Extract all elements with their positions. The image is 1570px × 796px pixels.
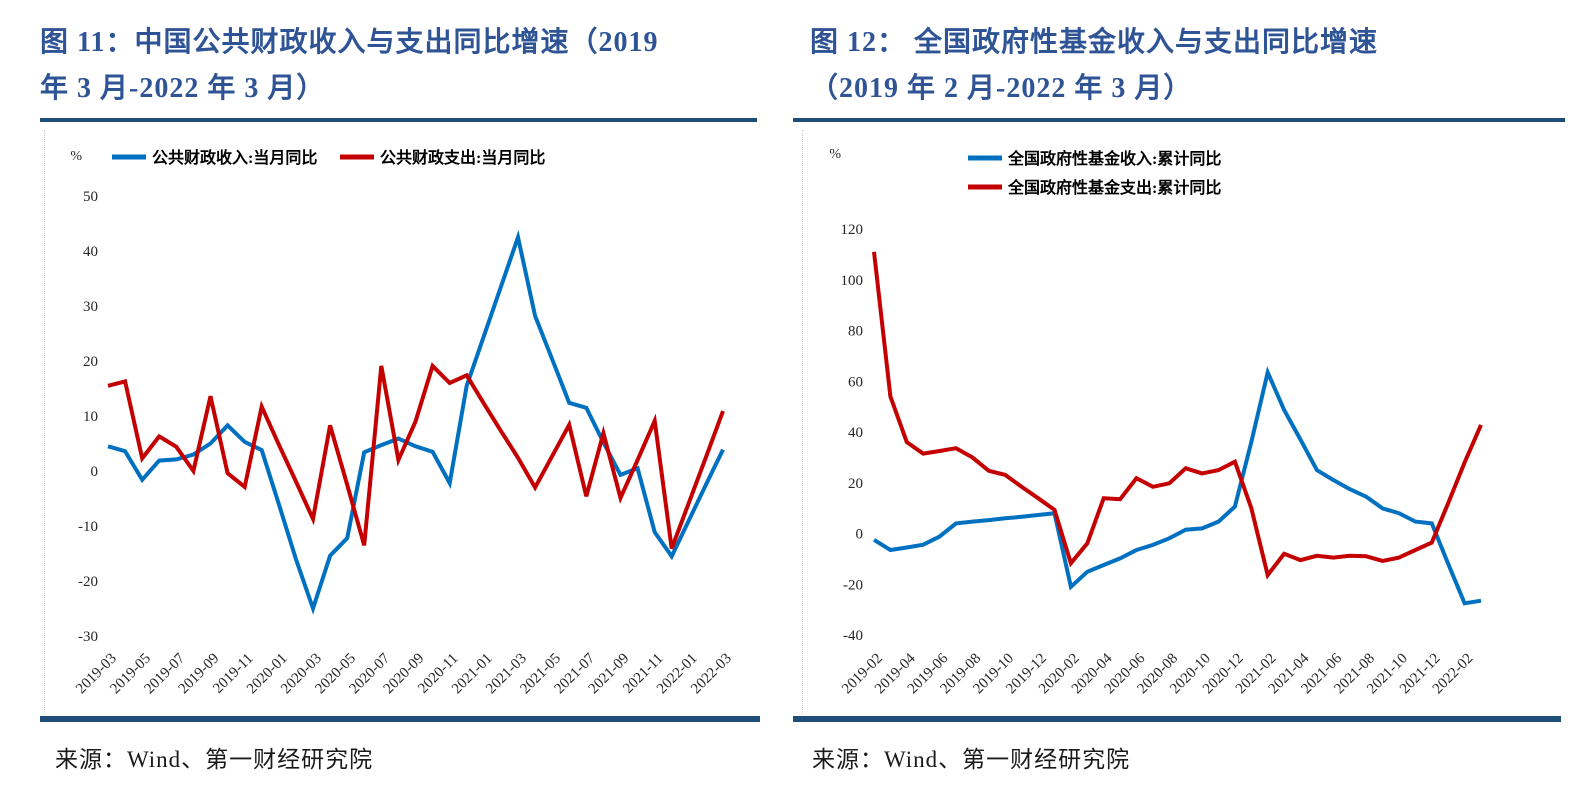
x-tick-label: 2021-03 (483, 651, 530, 698)
x-tick-label: 2019-11 (210, 651, 256, 697)
figure-12-source-note: 来源：Wind、第一财经研究院 (812, 747, 1131, 772)
x-tick-label: 2020-08 (1134, 651, 1181, 698)
figure-11-line-chart: %50403020100-10-20-302019-032019-052019-… (70, 148, 735, 698)
x-tick-label: 2021-02 (1233, 651, 1280, 698)
x-tick-label: 2020-07 (346, 650, 393, 697)
y-tick-label: 30 (83, 299, 98, 315)
x-tick-label: 2021-08 (1331, 651, 1378, 698)
y-tick-label: -20 (78, 574, 98, 590)
figure-11-title: 图 11：中国公共财政收入与支出同比增速（2019 年 3 月-2022 年 3 … (40, 20, 755, 112)
x-tick-label: 2020-02 (1036, 651, 1083, 698)
x-tick-label: 2019-05 (107, 651, 154, 698)
x-tick-label: 2020-12 (1200, 651, 1247, 698)
x-tick-label: 2020-05 (312, 651, 359, 698)
revenue-series-line (107, 229, 725, 615)
expenditure-series-line (107, 362, 725, 550)
x-tick-label: 2021-05 (517, 651, 564, 698)
x-tick-label: 2022-03 (688, 651, 735, 698)
figure-11-cell-border (44, 130, 45, 714)
x-tick-label: 2019-07 (141, 650, 188, 697)
x-tick-label: 2021-11 (620, 651, 666, 697)
x-tick-label: 2020-09 (381, 651, 428, 698)
figure-12-bottom-border (793, 716, 1561, 722)
y-tick-label: 100 (841, 273, 864, 289)
y-tick-label: 20 (83, 354, 98, 370)
x-tick-label: 2021-01 (449, 651, 496, 698)
y-tick-label: -20 (843, 577, 863, 593)
x-tick-label: 2020-06 (1102, 650, 1149, 697)
figure-12-cell-border (802, 130, 803, 714)
x-tick-label: 2019-06 (905, 650, 952, 697)
figure-11-source-note: 来源：Wind、第一财经研究院 (55, 747, 374, 772)
figure-12-title-divider (793, 118, 1565, 122)
legend-label: 全国政府性基金支出:累计同比 (1007, 178, 1221, 197)
y-tick-label: -30 (78, 629, 98, 645)
x-tick-label: 2022-01 (654, 651, 701, 698)
y-tick-label: 40 (83, 244, 98, 260)
figure-12-title-line2: （2019 年 2 月-2022 年 3 月） (810, 73, 1193, 104)
y-tick-label: -10 (78, 519, 98, 535)
x-tick-label: 2020-01 (244, 651, 291, 698)
y-tick-label: 0 (91, 464, 99, 480)
y-tick-label: 60 (848, 374, 863, 390)
x-tick-label: 2019-12 (1003, 651, 1050, 698)
y-tick-label: 20 (848, 476, 863, 492)
x-tick-label: 2021-10 (1364, 651, 1411, 698)
x-tick-label: 2022-02 (1430, 651, 1477, 698)
y-tick-label: 40 (848, 425, 863, 441)
x-tick-label: 2019-08 (938, 651, 985, 698)
legend-label: 公共财政收入:当月同比 (152, 148, 317, 167)
y-tick-label: -40 (843, 628, 863, 644)
x-tick-label: 2019-03 (73, 651, 120, 698)
x-tick-label: 2021-04 (1266, 650, 1313, 697)
x-tick-label: 2019-10 (970, 651, 1017, 698)
x-tick-label: 2021-07 (551, 650, 598, 697)
x-tick-label: 2019-04 (872, 650, 919, 697)
x-tick-label: 2019-09 (176, 651, 223, 698)
x-tick-label: 2021-06 (1298, 650, 1345, 697)
revenue-series-line (872, 366, 1482, 606)
figure-11-title-line2: 年 3 月-2022 年 3 月） (40, 73, 326, 104)
y-axis-unit-label: % (70, 149, 82, 164)
figure-12-title: 图 12： 全国政府性基金收入与支出同比增速 （2019 年 2 月-2022 年… (810, 20, 1530, 112)
x-tick-label: 2019-02 (839, 651, 886, 698)
figure-12-line-chart: %120100806040200-20-402019-022019-042019… (829, 147, 1483, 698)
figure-11-title-line1: 图 11：中国公共财政收入与支出同比增速（2019 (40, 27, 659, 58)
figure-12-title-line1: 图 12： 全国政府性基金收入与支出同比增速 (810, 27, 1379, 58)
figure-11-title-divider (40, 118, 757, 122)
y-tick-label: 10 (83, 409, 98, 425)
legend-label: 全国政府性基金收入:累计同比 (1007, 149, 1221, 168)
x-tick-label: 2020-03 (278, 651, 325, 698)
y-tick-label: 120 (841, 222, 864, 238)
x-tick-label: 2021-09 (586, 651, 633, 698)
figure-11-bottom-border (40, 716, 760, 722)
y-tick-label: 80 (848, 324, 863, 340)
x-tick-label: 2020-11 (415, 651, 461, 697)
y-axis-unit-label: % (829, 147, 841, 162)
legend-label: 公共财政支出:当月同比 (380, 148, 545, 167)
x-tick-label: 2021-12 (1397, 651, 1444, 698)
x-tick-label: 2020-04 (1069, 650, 1116, 697)
expenditure-series-line (872, 251, 1483, 580)
y-tick-label: 0 (856, 527, 864, 543)
y-tick-label: 50 (83, 189, 98, 205)
x-tick-label: 2020-10 (1167, 651, 1214, 698)
